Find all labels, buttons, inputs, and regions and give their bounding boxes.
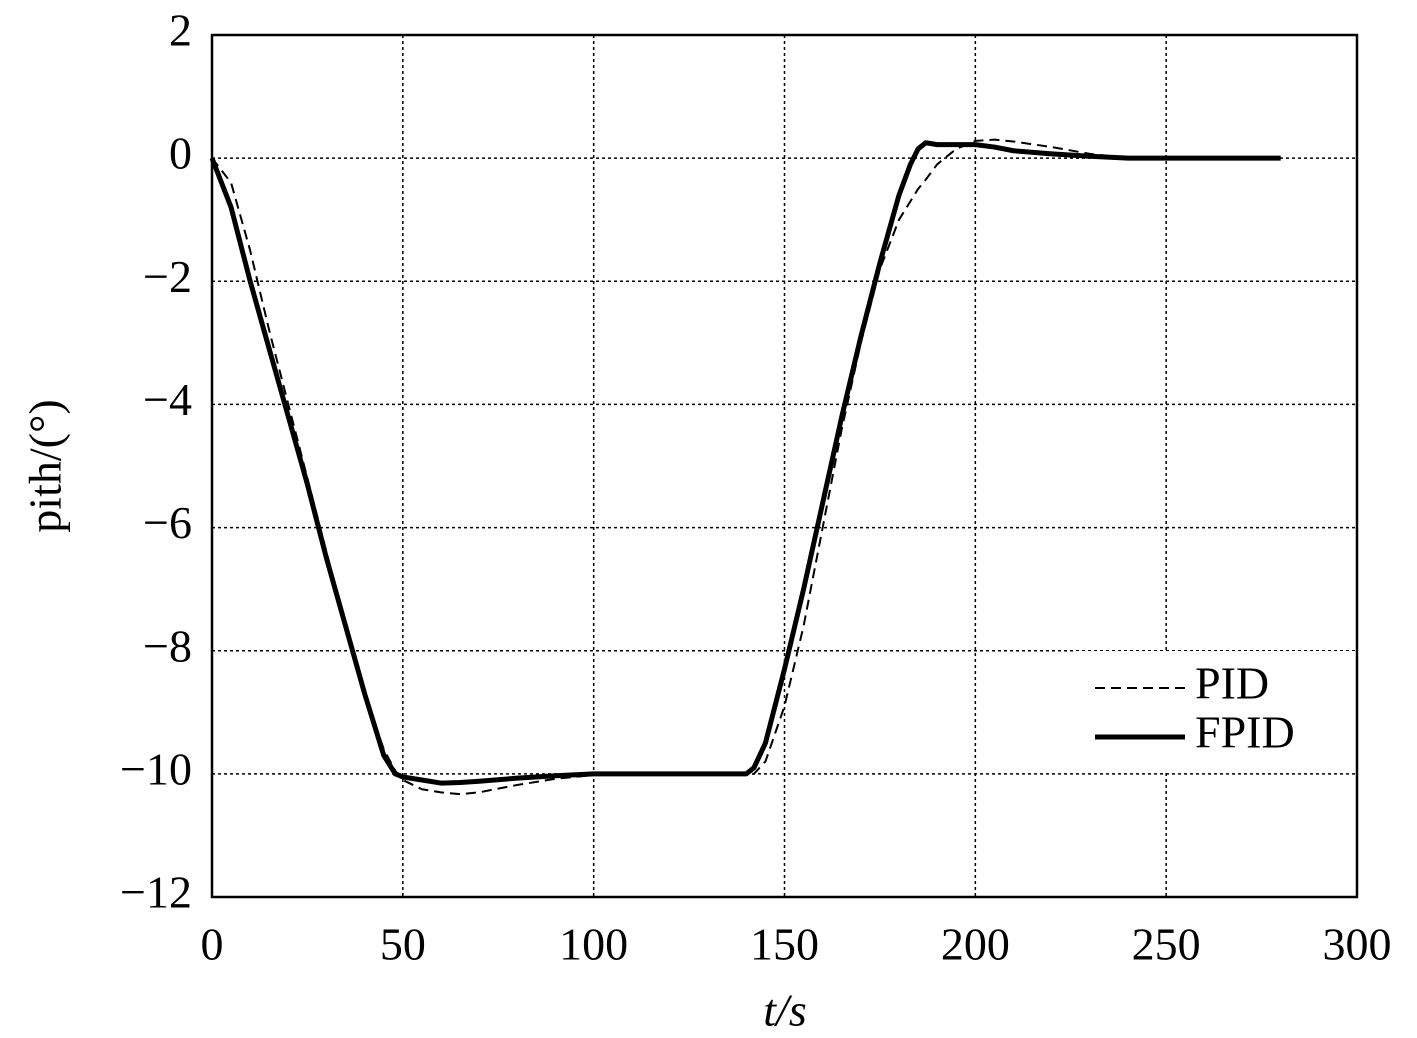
- x-tick-label: 150: [750, 919, 819, 970]
- x-tick-label: 200: [941, 919, 1010, 970]
- y-tick-label: −8: [143, 620, 192, 671]
- x-tick-label: 300: [1323, 919, 1392, 970]
- y-tick-label: 2: [169, 5, 192, 56]
- y-tick-label: −2: [143, 251, 192, 302]
- y-tick-label: 0: [169, 128, 192, 179]
- x-tick-label: 0: [201, 919, 224, 970]
- legend-label: FPID: [1195, 707, 1295, 758]
- line: [209, 140, 1281, 786]
- x-tick-label: 250: [1132, 919, 1201, 970]
- y-tick-label: −10: [120, 743, 192, 794]
- plot-frame: [210, 33, 1359, 899]
- x-tick-label: 100: [559, 919, 628, 970]
- x-tick-label: 50: [380, 919, 426, 970]
- x-axis-label: t/s: [763, 985, 806, 1036]
- y-axis-label: pith/(°): [20, 399, 71, 532]
- y-tick-label: −6: [143, 497, 192, 548]
- y-tick-label: −4: [143, 374, 192, 425]
- legend-box: [1075, 651, 1356, 773]
- y-tick-label: −12: [120, 867, 192, 918]
- legend-label: PID: [1195, 658, 1269, 709]
